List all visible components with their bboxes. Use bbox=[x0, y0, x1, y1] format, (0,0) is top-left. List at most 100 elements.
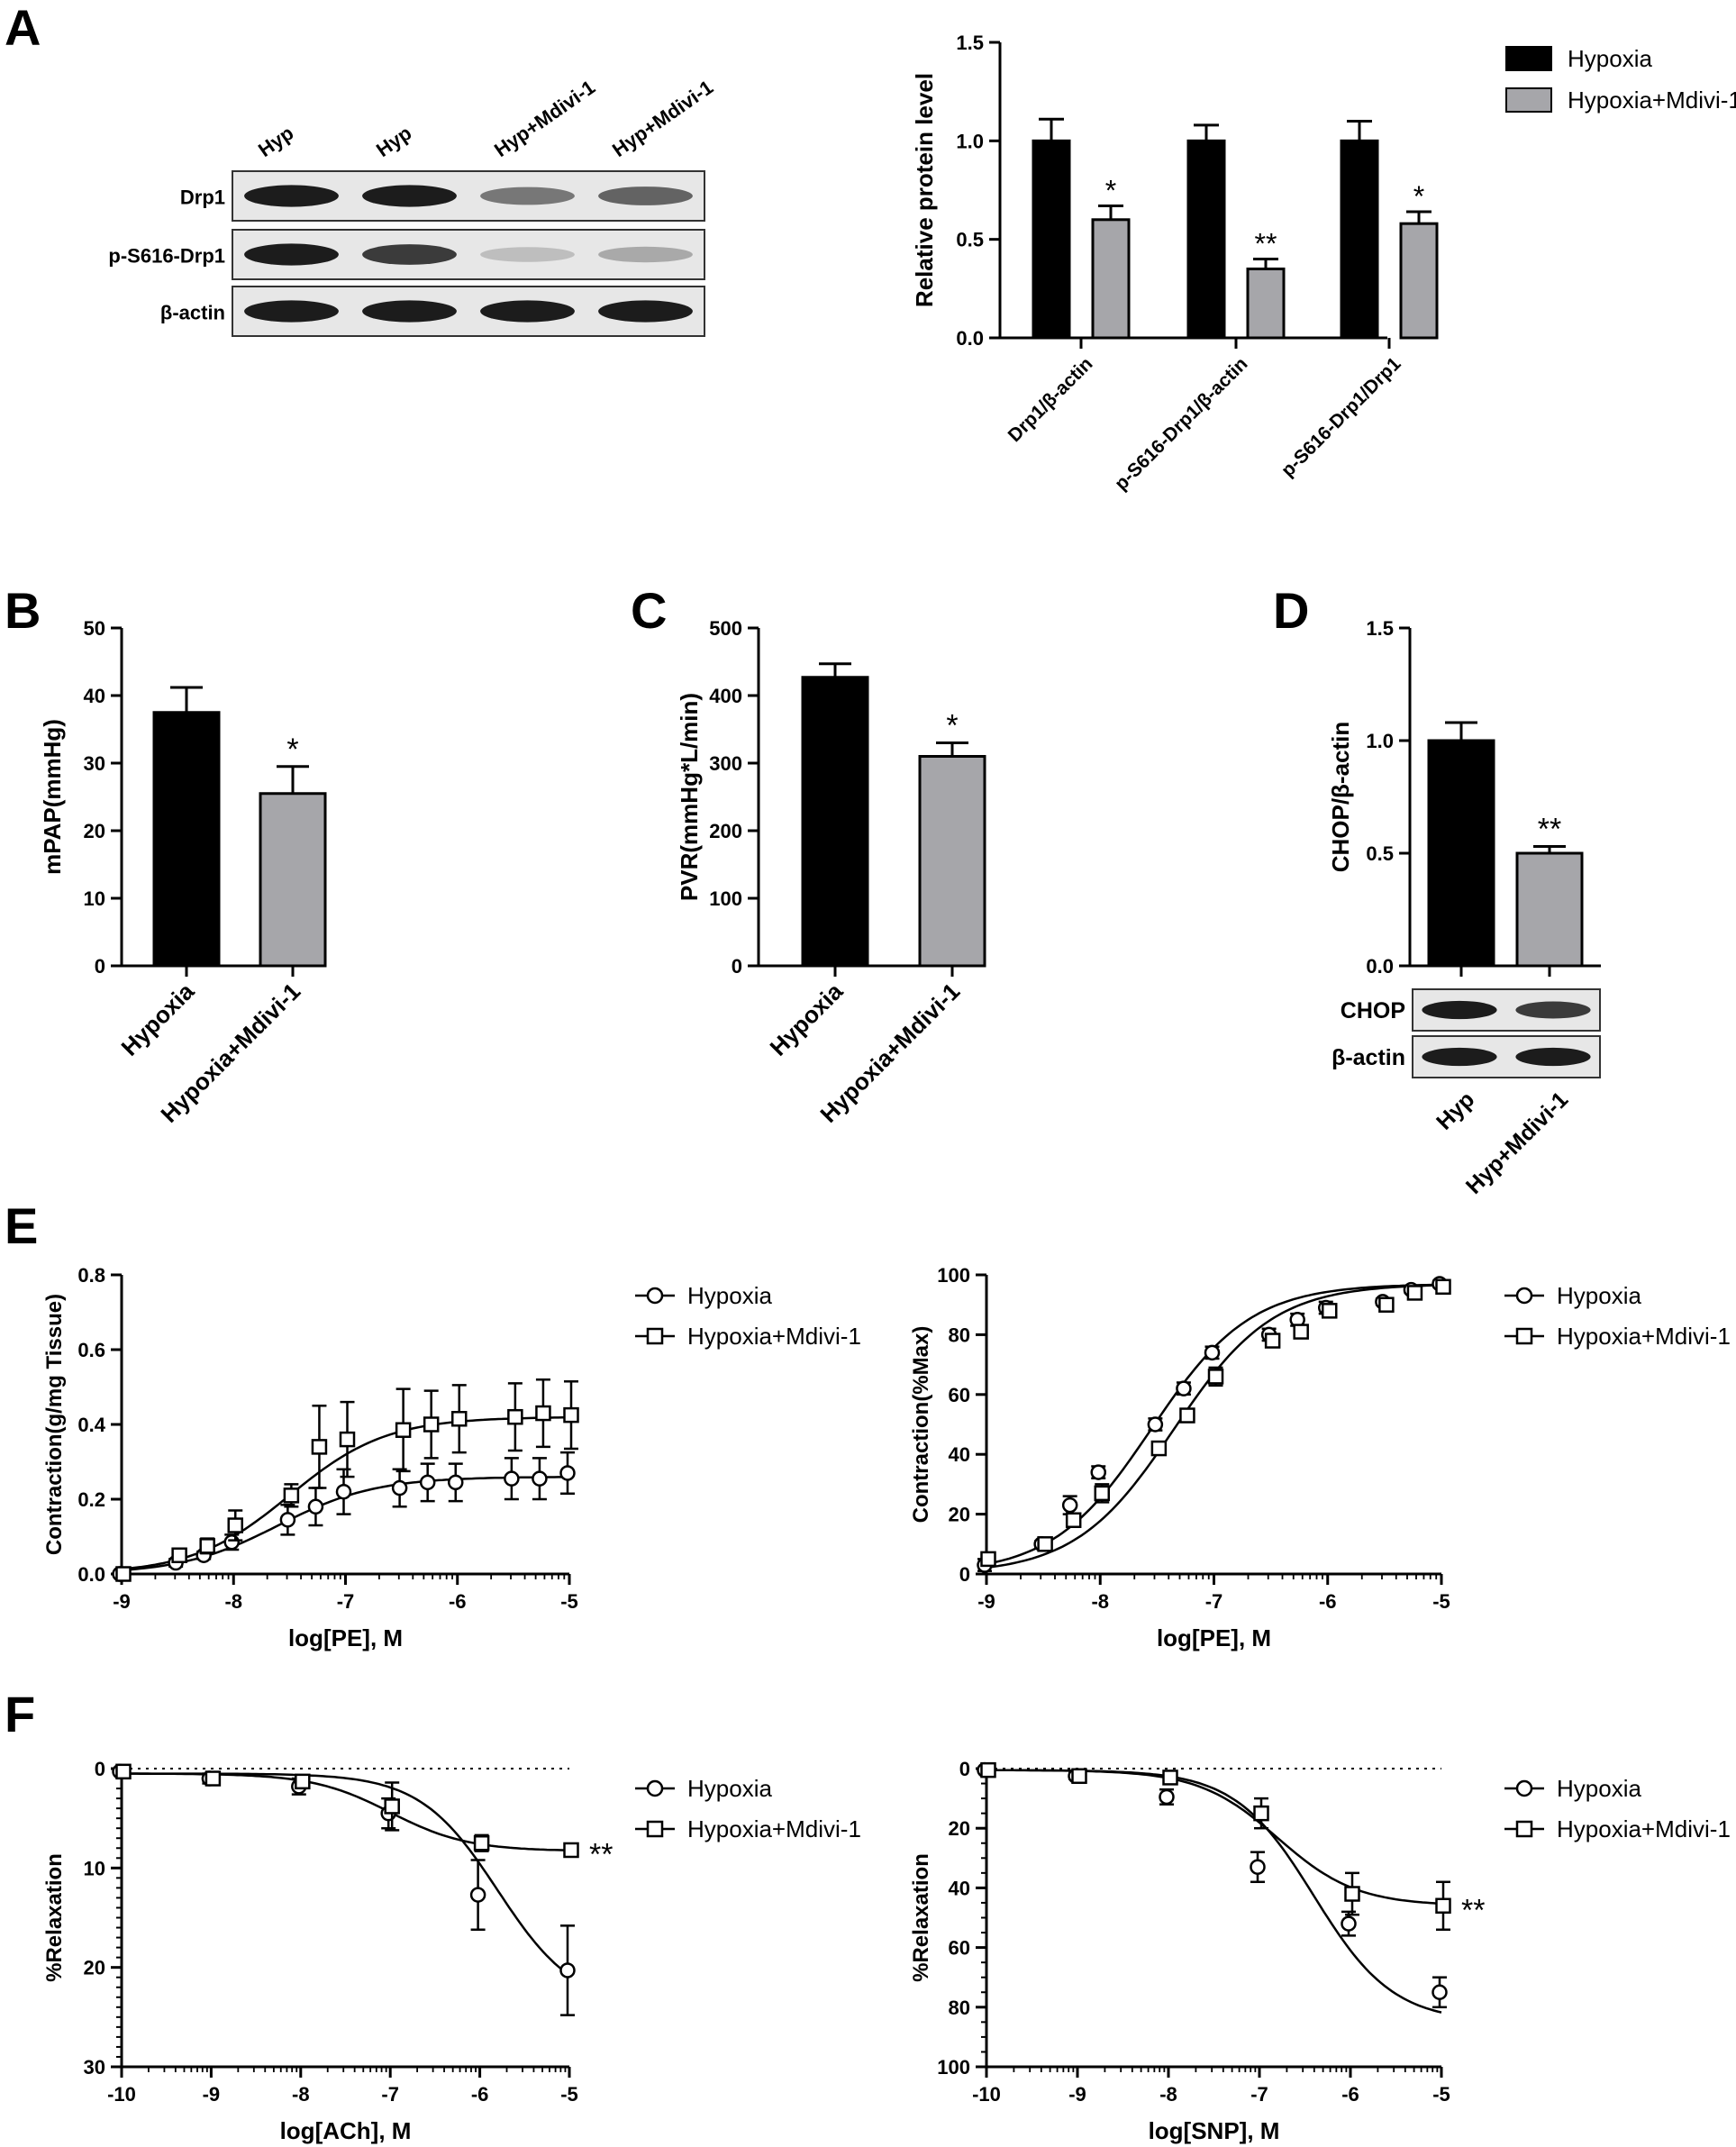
x-tick-label: -8 bbox=[224, 1590, 242, 1613]
y-tick-label: 30 bbox=[84, 752, 105, 775]
data-point-circle bbox=[279, 1512, 296, 1528]
data-point-circle bbox=[1515, 1779, 1533, 1797]
data-point-square bbox=[115, 1566, 132, 1582]
data-point-circle bbox=[1432, 1984, 1448, 2000]
x-tick-label: -8 bbox=[1091, 1590, 1109, 1613]
y-tick-label: 10 bbox=[84, 887, 105, 910]
blot-band bbox=[362, 244, 457, 265]
blot-lane-label: Hyp bbox=[254, 122, 297, 161]
x-tick-label: -8 bbox=[1159, 2083, 1177, 2106]
y-tick-label: 1.0 bbox=[1366, 730, 1394, 752]
y-tick-label: 0 bbox=[732, 955, 742, 978]
y-axis-label: %Relaxation bbox=[909, 1853, 933, 1982]
legend-label: Hypoxia+Mdivi-1 bbox=[687, 1815, 861, 1842]
data-point-square bbox=[980, 1761, 996, 1779]
data-point-square bbox=[1162, 1769, 1178, 1786]
bar-mdivi bbox=[259, 792, 327, 968]
significance-mark: * bbox=[946, 709, 958, 743]
data-point-circle bbox=[646, 1287, 664, 1305]
y-axis-label: %Relaxation bbox=[42, 1853, 67, 1982]
x-tick-label: -5 bbox=[1432, 1590, 1450, 1613]
data-point-square bbox=[1344, 1886, 1360, 1902]
data-point-circle bbox=[646, 1779, 664, 1797]
x-category-label: Drp1/β-actin bbox=[1004, 353, 1097, 446]
data-point-square bbox=[171, 1547, 187, 1563]
blot-band bbox=[244, 243, 339, 266]
y-tick-label: 0 bbox=[95, 1758, 105, 1780]
y-tick-label: 0.6 bbox=[77, 1339, 105, 1361]
data-point-square bbox=[1207, 1369, 1224, 1385]
data-point-square bbox=[1253, 1805, 1269, 1822]
legend-label: Hypoxia bbox=[1568, 45, 1652, 72]
bar-hypoxia bbox=[152, 711, 221, 968]
data-point-circle bbox=[1159, 1788, 1175, 1806]
significance-mark: ** bbox=[589, 1837, 613, 1871]
data-point-square bbox=[1264, 1333, 1281, 1349]
significance-mark: ** bbox=[1255, 228, 1277, 260]
blot-lane-label: Hyp bbox=[372, 122, 415, 161]
x-tick-label: -5 bbox=[560, 2083, 578, 2106]
data-point-circle bbox=[1090, 1464, 1106, 1480]
y-axis-label: Relative protein level bbox=[911, 73, 938, 307]
x-category-label: p-S616-Drp1/β-actin bbox=[1111, 353, 1252, 495]
x-tick-label: -7 bbox=[1205, 1590, 1223, 1613]
chart-e1-contraction-tissue: 0.0 0.2 0.4 0.6 0.8 Contraction(g/mg Tissue) -… bbox=[42, 1264, 861, 1651]
data-point-square bbox=[1179, 1407, 1195, 1424]
y-tick-label: 40 bbox=[949, 1443, 970, 1466]
blot-band bbox=[1515, 1047, 1591, 1067]
blot-band bbox=[598, 186, 693, 205]
y-tick-label: 0.0 bbox=[956, 327, 984, 350]
y-tick-label: 0.2 bbox=[77, 1488, 105, 1511]
data-point-square bbox=[395, 1422, 412, 1438]
blot-band bbox=[362, 300, 457, 323]
legend-label: Hypoxia+Mdivi-1 bbox=[687, 1323, 861, 1350]
blot-lane-label: Hyp bbox=[1432, 1087, 1479, 1134]
x-tick-label: -5 bbox=[560, 1590, 578, 1613]
legend-label: Hypoxia bbox=[687, 1775, 772, 1802]
x-axis-label: log[ACh], M bbox=[280, 2117, 412, 2144]
legend-label: Hypoxia bbox=[687, 1282, 772, 1309]
data-point-circle bbox=[1204, 1344, 1221, 1361]
y-tick-label: 20 bbox=[949, 1504, 970, 1526]
data-point-circle bbox=[559, 1962, 576, 1979]
panel-letter-c: C bbox=[631, 582, 667, 639]
y-tick-label: 20 bbox=[84, 1957, 105, 1979]
significance-mark: ** bbox=[1538, 813, 1561, 847]
x-tick-label: -6 bbox=[1319, 1590, 1337, 1613]
data-point-square bbox=[1515, 1327, 1533, 1345]
fit-curve-hypoxia bbox=[986, 1283, 1441, 1566]
data-point-circle bbox=[559, 1465, 576, 1481]
blot-band bbox=[1515, 1001, 1591, 1019]
y-tick-label: 0.0 bbox=[1366, 955, 1394, 978]
significance-mark: * bbox=[1413, 180, 1424, 213]
blot-band bbox=[480, 300, 575, 323]
y-tick-label: 0 bbox=[959, 1758, 970, 1780]
legend-label: Hypoxia+Mdivi-1 bbox=[1557, 1323, 1731, 1350]
blot-row-label: β-actin bbox=[1332, 1045, 1405, 1070]
western-blot-a: Drp1 p-S616-Drp1 β-actin Hyp Hyp Hyp+Mdivi-1 H… bbox=[108, 76, 717, 337]
data-point-square bbox=[423, 1416, 440, 1433]
y-tick-label: 0.8 bbox=[77, 1264, 105, 1287]
data-point-circle bbox=[532, 1470, 548, 1487]
y-tick-label: 1.5 bbox=[1366, 617, 1394, 640]
data-point-square bbox=[1293, 1324, 1309, 1340]
data-point-circle bbox=[391, 1479, 408, 1497]
y-tick-label: 20 bbox=[84, 820, 105, 842]
y-tick-label: 80 bbox=[949, 1997, 970, 2019]
panel-letter-b: B bbox=[5, 582, 41, 639]
blot-row-label: CHOP bbox=[1341, 998, 1405, 1023]
data-point-square bbox=[535, 1405, 551, 1422]
data-point-square bbox=[283, 1487, 300, 1504]
legend-label: Hypoxia+Mdivi-1 bbox=[1557, 1815, 1731, 1842]
y-tick-label: 0.5 bbox=[956, 229, 984, 251]
bar-hypoxia bbox=[1340, 139, 1379, 340]
y-tick-label: 50 bbox=[84, 617, 105, 640]
panel-letter-a: A bbox=[5, 0, 41, 56]
y-tick-label: 40 bbox=[949, 1877, 970, 1899]
bar-mdivi bbox=[1091, 218, 1131, 340]
data-point-square bbox=[451, 1411, 468, 1427]
bar-hypoxia bbox=[1032, 139, 1071, 340]
data-point-square bbox=[311, 1439, 328, 1455]
fit-curve-mdivi bbox=[986, 1769, 1442, 1906]
data-point-square bbox=[646, 1327, 664, 1345]
